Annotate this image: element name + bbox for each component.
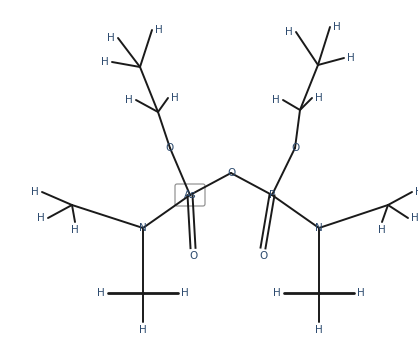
Text: O: O — [166, 143, 174, 153]
Text: H: H — [71, 225, 79, 235]
Text: H: H — [101, 57, 109, 67]
Text: H: H — [273, 288, 281, 298]
Text: N: N — [139, 223, 147, 233]
Text: H: H — [272, 95, 280, 105]
Text: H: H — [37, 213, 45, 223]
Text: H: H — [125, 95, 133, 105]
Text: H: H — [315, 325, 323, 335]
Text: H: H — [378, 225, 386, 235]
Text: H: H — [333, 22, 341, 32]
Text: H: H — [31, 187, 39, 197]
Text: H: H — [357, 288, 365, 298]
Text: O: O — [189, 251, 197, 261]
Text: H: H — [155, 25, 163, 35]
Text: N: N — [315, 223, 323, 233]
Text: H: H — [181, 288, 189, 298]
Text: H: H — [171, 93, 179, 103]
Text: H: H — [415, 187, 418, 197]
Text: H: H — [411, 213, 418, 223]
Text: H: H — [315, 93, 323, 103]
Text: O: O — [227, 168, 235, 178]
Text: H: H — [347, 53, 355, 63]
Text: O: O — [259, 251, 267, 261]
Text: P: P — [269, 190, 275, 200]
Text: H: H — [97, 288, 105, 298]
FancyBboxPatch shape — [175, 184, 205, 206]
Text: H: H — [107, 33, 115, 43]
Text: O: O — [291, 143, 299, 153]
Text: As: As — [184, 190, 196, 200]
Text: H: H — [139, 325, 147, 335]
Text: H: H — [285, 27, 293, 37]
